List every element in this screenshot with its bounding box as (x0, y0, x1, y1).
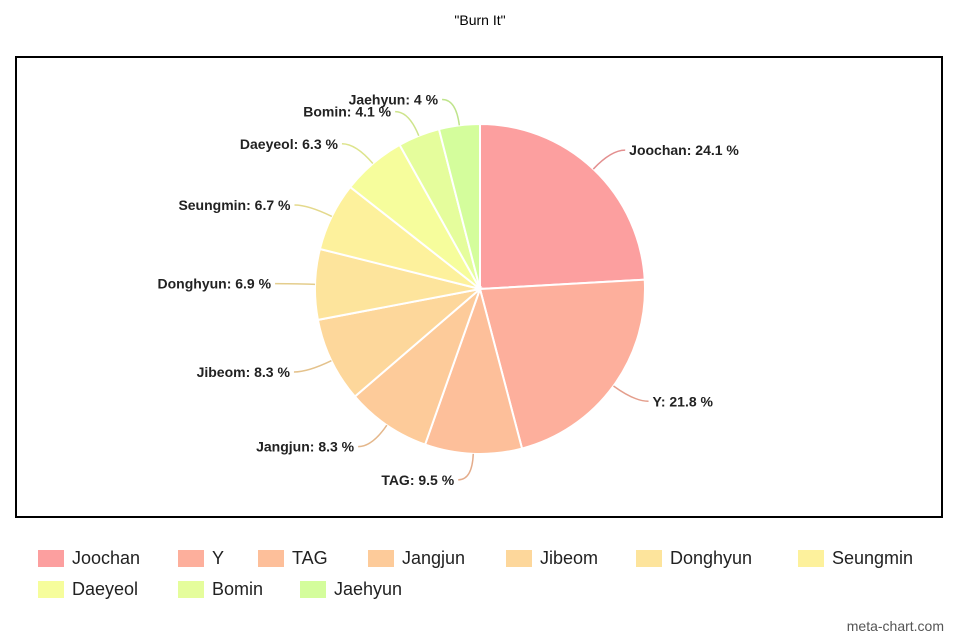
legend-label: Daeyeol (72, 578, 139, 599)
legend-item-daeyeol[interactable]: Daeyeol (38, 577, 138, 601)
pie-slice-jaehyun[interactable] (437, 122, 481, 290)
leader-line-y (613, 385, 649, 403)
legend-swatch (258, 549, 284, 567)
legend-swatch (636, 549, 662, 567)
leader-line-donghyun (275, 282, 316, 286)
slice-label-seungmin: Seungmin: 6.7 % (178, 197, 291, 213)
pie-slice-jibeom[interactable] (316, 287, 484, 398)
legend-label: Bomin (212, 578, 264, 599)
slice-label-y: Y: 21.8 % (653, 393, 714, 409)
legend-swatch (368, 549, 394, 567)
legend-item-joochan[interactable]: Joochan (38, 546, 140, 570)
leader-line-bomin (395, 110, 420, 137)
chart-title: "Burn It" (454, 12, 506, 28)
legend-swatch (178, 580, 204, 598)
legend-item-jaehyun[interactable]: Jaehyun (300, 577, 402, 601)
legend-swatch (506, 549, 532, 567)
pie-slice-joochan[interactable] (479, 122, 646, 291)
legend-swatch (38, 549, 64, 567)
leader-line-jangjun (358, 424, 388, 448)
legend-label: Jangjun (402, 547, 466, 568)
legend-swatch (38, 580, 64, 598)
slice-label-daeyeol: Daeyeol: 6.3 % (240, 136, 339, 152)
legend-swatch (798, 549, 824, 567)
legend-swatch (300, 580, 326, 598)
leader-line-joochan (592, 149, 626, 170)
legend-label: Donghyun (670, 547, 753, 568)
legend-item-bomin[interactable]: Bomin (178, 577, 263, 601)
legend-item-jibeom[interactable]: Jibeom (506, 546, 598, 570)
legend-item-seungmin[interactable]: Seungmin (798, 546, 913, 570)
leader-line-seungmin (294, 204, 333, 218)
leader-line-daeyeol (341, 143, 374, 165)
leader-line-jibeom (293, 359, 332, 373)
legend-item-y[interactable]: Y (178, 546, 224, 570)
slice-label-jibeom: Jibeom: 8.3 % (197, 364, 291, 380)
slice-label-bomin: Bomin: 4.1 % (303, 104, 391, 120)
slice-label-donghyun: Donghyun: 6.9 % (158, 276, 272, 292)
slice-label-tag: TAG: 9.5 % (381, 472, 454, 488)
legend-label: Y (212, 547, 225, 568)
legend-swatch (178, 549, 204, 567)
leader-line-tag (458, 453, 475, 481)
plot-area (15, 56, 943, 518)
legend-label: Joochan (72, 547, 141, 568)
watermark: meta-chart.com (846, 618, 944, 634)
legend-label: TAG (292, 547, 328, 568)
pie-slice-tag[interactable] (423, 285, 524, 455)
legend-item-jangjun[interactable]: Jangjun (368, 546, 465, 570)
slice-label-joochan: Joochan: 24.1 % (629, 142, 739, 158)
legend-label: Seungmin (832, 547, 914, 568)
legend-item-tag[interactable]: TAG (258, 546, 328, 570)
slice-label-jaehyun: Jaehyun: 4 % (349, 92, 439, 108)
pie-slice-jangjun[interactable] (353, 285, 483, 446)
legend-label: Jibeom (540, 547, 599, 568)
pie-slice-y[interactable] (478, 278, 646, 450)
leader-line-jaehyun (441, 98, 461, 126)
legend-label: Jaehyun (334, 578, 403, 599)
legend-item-donghyun[interactable]: Donghyun (636, 546, 752, 570)
slice-label-jangjun: Jangjun: 8.3 % (256, 439, 355, 455)
